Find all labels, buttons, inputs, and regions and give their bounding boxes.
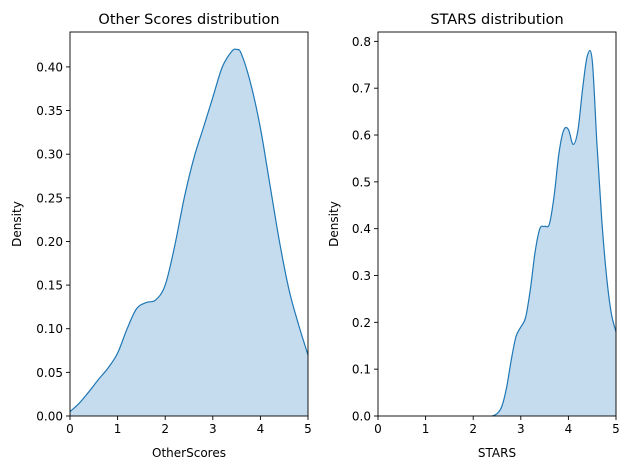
density-line (491, 49, 617, 417)
y-tick-label: 0.00 (36, 410, 63, 424)
density-area (492, 50, 616, 416)
x-tick-label: 4 (257, 422, 265, 436)
y-tick-label: 0.1 (352, 363, 371, 377)
density-area (70, 49, 308, 417)
x-tick-label: 3 (209, 422, 217, 436)
y-tick-label: 0.8 (352, 35, 371, 49)
y-tick-label: 0.4 (352, 222, 371, 236)
x-tick-label: 2 (161, 422, 169, 436)
x-tick-label: 0 (374, 422, 382, 436)
y-tick-label: 0.35 (36, 104, 63, 118)
density-line (69, 48, 309, 413)
plot-area: 0 1 2 3 4 5 0.00 0.05 0.10 0.15 0.20 0.25 0.30 0.35 0.… (36, 31, 312, 436)
y-tick-label: 0.3 (352, 269, 371, 283)
chart-title: Other Scores distribution (98, 12, 279, 28)
y-tick-label: 0.0 (352, 410, 371, 424)
x-tick-label: 4 (565, 422, 573, 436)
y-tick-label: 0.25 (36, 191, 63, 205)
y-tick-label: 0.6 (352, 129, 371, 143)
axes-frame (69, 31, 309, 417)
y-tick-label: 0.15 (36, 279, 63, 293)
x-tick-label: 5 (612, 422, 620, 436)
y-tick-label: 0.20 (36, 235, 63, 249)
x-tick-label: 1 (422, 422, 430, 436)
x-tick-label: 0 (66, 422, 74, 436)
chart-title: STARS distribution (430, 12, 563, 28)
x-tick-label: 1 (114, 422, 122, 436)
y-tick-label: 0.10 (36, 322, 63, 336)
x-tick-label: 3 (517, 422, 525, 436)
y-tick-label: 0.5 (352, 175, 371, 189)
y-axis-label: Density (327, 201, 341, 247)
axes-frame (377, 31, 617, 417)
x-tick-label: 2 (469, 422, 477, 436)
x-tick-label: 5 (304, 422, 312, 436)
y-tick-label: 0.2 (352, 316, 371, 330)
y-tick-label: 0.40 (36, 60, 63, 74)
chart-panel-other-scores: Other Scores distribution 0 1 2 3 4 5 0.00 0.05… (10, 12, 312, 460)
y-axis-label: Density (10, 201, 24, 247)
chart-panel-stars: STARS distribution 0 1 2 3 4 5 0.0 0.1 0.2 0.3 0.4… (327, 12, 620, 460)
x-axis-label: OtherScores (152, 446, 226, 460)
x-axis-label: STARS (478, 446, 516, 460)
y-tick-label: 0.30 (36, 148, 63, 162)
y-tick-label: 0.05 (36, 366, 63, 380)
y-tick-label: 0.7 (352, 82, 371, 96)
plot-area: 0 1 2 3 4 5 0.0 0.1 0.2 0.3 0.4 0.5 0.6 0.7 0.8 (352, 31, 620, 436)
